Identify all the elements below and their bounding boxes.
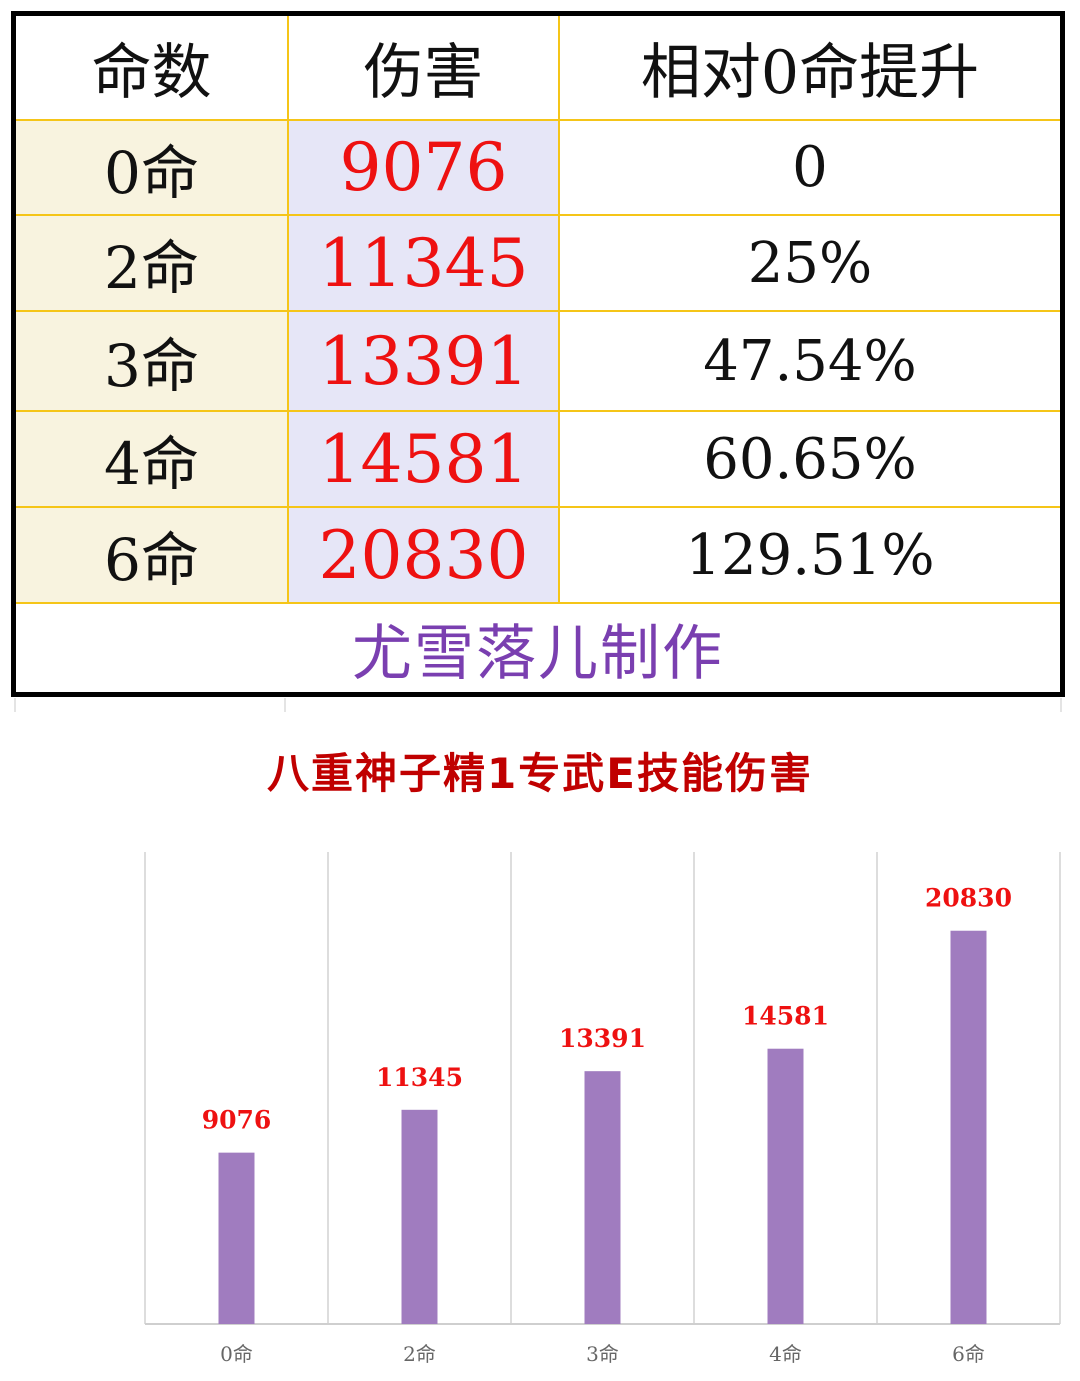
increase-cell: 0 [558, 119, 1060, 216]
table-row: 0命 9076 0 [16, 119, 1060, 216]
credit-text: 尤雪落儿制作 [16, 602, 1060, 692]
constellation-cell: 4命 [16, 410, 289, 508]
damage-cell: 20830 [287, 506, 560, 604]
header-increase: 相对0命提升 [558, 16, 1060, 121]
data-label: 11345 [376, 1063, 463, 1092]
header-damage: 伤害 [287, 16, 560, 121]
constellation-cell: 0命 [16, 119, 289, 216]
table-header-row: 命数 伤害 相对0命提升 [16, 16, 1060, 121]
constellation-cell: 2命 [16, 214, 289, 312]
x-tick-label: 2命 [403, 1342, 436, 1366]
sheet-gridline [1060, 698, 1062, 712]
bar-chart: 9076 0命 11345 2命 13391 3命 14581 4命 20830 6命 [144, 852, 1061, 1366]
increase-cell: 47.54% [558, 310, 1060, 412]
increase-cell: 25% [558, 214, 1060, 312]
damage-table: 命数 伤害 相对0命提升 0命 9076 0 2命 11345 25% 3命 1… [16, 16, 1060, 692]
increase-cell: 129.51% [558, 506, 1060, 604]
constellation-cell: 3命 [16, 310, 289, 412]
bar [218, 1152, 255, 1324]
data-label: 13391 [559, 1024, 646, 1053]
bar [767, 1048, 804, 1324]
credit-row: 尤雪落儿制作 [16, 602, 1060, 692]
damage-cell: 14581 [287, 410, 560, 508]
constellation-cell: 6命 [16, 506, 289, 604]
chart-title: 八重神子精1专武E技能伤害 [267, 749, 813, 798]
increase-cell: 60.65% [558, 410, 1060, 508]
damage-cell: 13391 [287, 310, 560, 412]
x-tick-label: 4命 [769, 1342, 802, 1366]
bar [950, 930, 987, 1324]
damage-cell: 11345 [287, 214, 560, 312]
table-row: 4命 14581 60.65% [16, 410, 1060, 508]
sheet-gridline [14, 698, 16, 712]
bar [584, 1071, 621, 1324]
damage-table-frame: 命数 伤害 相对0命提升 0命 9076 0 2命 11345 25% 3命 1… [11, 11, 1065, 697]
table-row: 6命 20830 129.51% [16, 506, 1060, 604]
header-constellation: 命数 [16, 16, 289, 121]
x-tick-label: 6命 [952, 1342, 985, 1366]
x-tick-label: 0命 [220, 1342, 253, 1366]
data-label: 20830 [925, 884, 1012, 913]
data-label: 14581 [742, 1002, 829, 1031]
data-label: 9076 [202, 1106, 272, 1135]
x-tick-label: 3命 [586, 1342, 619, 1366]
sheet-gridline [284, 698, 286, 712]
table-row: 2命 11345 25% [16, 214, 1060, 312]
table-row: 3命 13391 47.54% [16, 310, 1060, 412]
damage-cell: 9076 [287, 119, 560, 216]
bar [401, 1109, 438, 1324]
